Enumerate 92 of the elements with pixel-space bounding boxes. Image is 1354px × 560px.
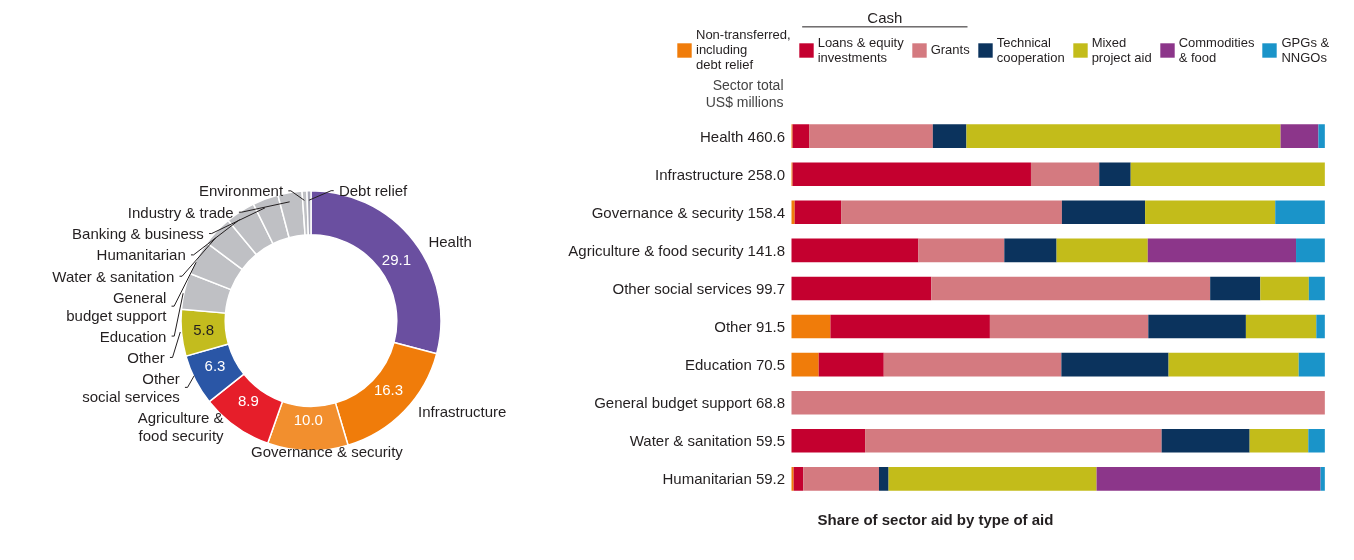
slice-label: General budget support xyxy=(66,288,168,324)
bar xyxy=(792,162,1031,187)
text: Cash xyxy=(867,8,903,26)
slice-label: Health xyxy=(428,232,472,250)
bar xyxy=(918,238,1005,263)
bar xyxy=(1260,276,1309,301)
bar xyxy=(1320,467,1325,491)
bar xyxy=(932,124,967,148)
legend-label: Loans & equity investments xyxy=(817,34,904,65)
bar xyxy=(791,352,819,377)
slice-label: Environment xyxy=(198,182,284,200)
slice-label: Industry & trade xyxy=(127,203,234,221)
slice-label: Agriculture & food security xyxy=(137,409,225,444)
bar xyxy=(1004,238,1057,263)
y-tick-label: Agriculture & food security 141.8 xyxy=(568,241,786,259)
legend-label: Technical cooperation xyxy=(996,34,1065,65)
bar xyxy=(1056,238,1148,263)
bar xyxy=(1245,314,1317,339)
bar xyxy=(1145,200,1276,225)
bar xyxy=(1316,314,1325,339)
bar xyxy=(791,238,919,263)
y-tick-label: Governance & security 158.4 xyxy=(591,203,786,221)
text: Sector total US$ millions xyxy=(705,77,784,110)
bar xyxy=(888,467,1097,491)
data-label: 16.3 xyxy=(373,380,404,398)
data-label: 29.1 xyxy=(381,251,412,269)
bar xyxy=(791,428,866,453)
data-label: 8.9 xyxy=(237,392,259,410)
bar xyxy=(841,200,1062,225)
bar xyxy=(818,352,884,377)
bar xyxy=(966,124,1281,148)
data-label: 6.3 xyxy=(204,356,226,374)
y-tick-label: Water & sanitation 59.5 xyxy=(629,432,786,450)
y-tick-label: Infrastructure 258.0 xyxy=(655,165,786,183)
bar xyxy=(830,314,990,339)
slice-label: Debt relief xyxy=(338,182,409,200)
bar xyxy=(931,276,1211,301)
bar xyxy=(791,276,932,301)
y-tick-label: Health 460.6 xyxy=(700,127,786,145)
legend-label: Grants xyxy=(930,42,970,57)
bar xyxy=(792,124,810,148)
bar xyxy=(1168,352,1299,377)
bar xyxy=(1298,352,1325,377)
bar xyxy=(865,428,1162,453)
bar xyxy=(791,467,794,491)
data-label: 5.8 xyxy=(193,320,215,338)
bar xyxy=(1296,238,1325,263)
legend-label: Non-transferred, including debt relief xyxy=(696,27,791,72)
slice-label: Humanitarian xyxy=(96,246,186,264)
legend-label: Commodities & food xyxy=(1178,34,1255,65)
bar xyxy=(1099,162,1131,187)
y-tick-label: Education 70.5 xyxy=(685,356,786,374)
y-tick-label: Other social services 99.7 xyxy=(612,279,786,297)
bar xyxy=(793,467,804,491)
bar xyxy=(791,200,795,225)
bar xyxy=(791,390,1325,415)
x-axis-title: Share of sector aid by type of aid xyxy=(817,510,1054,528)
bar xyxy=(791,314,831,339)
y-tick-label: General budget support 68.8 xyxy=(594,394,786,412)
bar xyxy=(1161,428,1250,453)
bar xyxy=(809,124,933,148)
y-tick-label: Humanitarian 59.2 xyxy=(662,470,786,488)
bar xyxy=(1210,276,1261,301)
bar xyxy=(1061,352,1169,377)
slice-label: Banking & business xyxy=(72,225,204,243)
slice-label: Governance & security xyxy=(251,443,404,461)
bar xyxy=(1096,467,1321,491)
slice-label: Education xyxy=(99,327,167,345)
bar xyxy=(1275,200,1325,225)
slice-label: Other social services xyxy=(82,369,180,405)
bar xyxy=(1308,276,1325,301)
bar xyxy=(1318,124,1325,148)
y-tick-label: Other 91.5 xyxy=(714,318,786,336)
legend-label: GPGs & NNGOs xyxy=(1281,34,1330,65)
slice-label: Water & sanitation xyxy=(52,267,175,285)
bar xyxy=(1147,238,1297,263)
bar xyxy=(989,314,1149,339)
bar xyxy=(1130,162,1325,187)
bar xyxy=(1280,124,1319,148)
legend-label: Mixed project aid xyxy=(1091,34,1152,65)
bar xyxy=(803,467,879,491)
data-label: 10.0 xyxy=(293,410,323,428)
bar xyxy=(1148,314,1246,339)
slice-label: Infrastructure xyxy=(417,402,507,420)
bar xyxy=(1061,200,1146,225)
bar xyxy=(883,352,1062,377)
bar xyxy=(1249,428,1309,453)
bar xyxy=(1030,162,1100,187)
bar xyxy=(878,467,889,491)
bar xyxy=(1308,428,1325,453)
bar xyxy=(794,200,842,225)
slice-label: Other xyxy=(127,348,165,366)
